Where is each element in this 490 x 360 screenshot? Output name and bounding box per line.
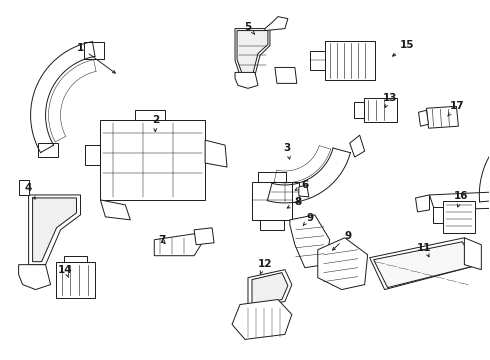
- Polygon shape: [271, 182, 299, 202]
- Polygon shape: [64, 256, 87, 262]
- Polygon shape: [33, 198, 76, 262]
- Text: 9: 9: [333, 231, 351, 250]
- Polygon shape: [154, 234, 202, 256]
- Polygon shape: [252, 273, 288, 306]
- Polygon shape: [310, 50, 325, 71]
- Bar: [84, 41, 104, 59]
- Polygon shape: [299, 185, 309, 197]
- Polygon shape: [418, 110, 428, 126]
- Polygon shape: [364, 98, 396, 122]
- Polygon shape: [416, 195, 429, 212]
- Polygon shape: [354, 102, 364, 118]
- Polygon shape: [85, 145, 100, 165]
- Text: 17: 17: [448, 101, 465, 116]
- Text: 14: 14: [58, 265, 73, 278]
- Polygon shape: [100, 120, 205, 200]
- Text: 5: 5: [245, 22, 254, 34]
- Polygon shape: [265, 17, 288, 31]
- Polygon shape: [260, 220, 284, 230]
- Bar: [38, 143, 57, 157]
- Polygon shape: [275, 67, 297, 84]
- Polygon shape: [232, 300, 292, 339]
- Text: 4: 4: [25, 183, 35, 199]
- Polygon shape: [443, 201, 475, 233]
- Polygon shape: [325, 41, 375, 80]
- Polygon shape: [237, 31, 268, 73]
- Text: 12: 12: [258, 259, 272, 274]
- Text: 11: 11: [417, 243, 432, 257]
- Polygon shape: [252, 182, 292, 220]
- Polygon shape: [434, 207, 443, 223]
- Polygon shape: [194, 228, 214, 245]
- Polygon shape: [248, 270, 292, 307]
- Polygon shape: [135, 110, 165, 120]
- Polygon shape: [290, 215, 330, 268]
- Text: 1: 1: [77, 42, 115, 73]
- Text: 10: 10: [0, 359, 1, 360]
- Text: 7: 7: [159, 235, 166, 245]
- Polygon shape: [19, 180, 28, 195]
- Polygon shape: [318, 238, 368, 289]
- Polygon shape: [429, 190, 490, 210]
- Polygon shape: [465, 238, 481, 270]
- Text: 16: 16: [454, 191, 468, 207]
- Polygon shape: [369, 238, 479, 289]
- Polygon shape: [374, 242, 475, 288]
- Polygon shape: [235, 28, 270, 75]
- Polygon shape: [263, 186, 271, 198]
- Polygon shape: [28, 195, 80, 265]
- Text: 13: 13: [382, 93, 397, 107]
- Polygon shape: [426, 106, 458, 128]
- Polygon shape: [350, 135, 365, 157]
- Polygon shape: [100, 200, 130, 220]
- Text: 6: 6: [295, 180, 308, 190]
- Text: 9: 9: [303, 213, 314, 225]
- Polygon shape: [55, 262, 96, 298]
- Polygon shape: [205, 140, 227, 167]
- Text: 3: 3: [283, 143, 291, 159]
- Polygon shape: [19, 265, 50, 289]
- Polygon shape: [258, 172, 286, 182]
- Text: 2: 2: [151, 115, 159, 131]
- Text: 15: 15: [392, 40, 415, 56]
- Polygon shape: [235, 72, 258, 88]
- Text: 8: 8: [287, 197, 301, 208]
